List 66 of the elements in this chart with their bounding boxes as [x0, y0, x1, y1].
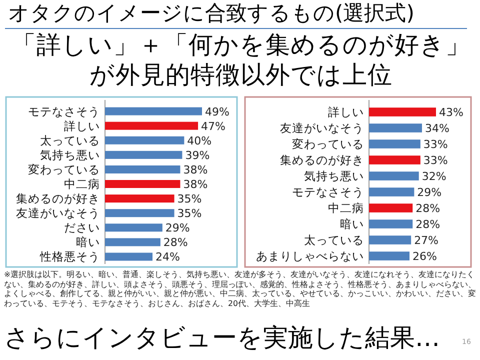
- bar: [105, 165, 180, 174]
- data-label: 29%: [165, 222, 190, 235]
- y-tick-label: 友達がいなそう: [16, 206, 100, 220]
- y-tick-label: 性格悪そう: [39, 250, 100, 264]
- y-tick-label: 変わっている: [28, 162, 100, 176]
- data-label: 29%: [417, 186, 442, 199]
- bar: [369, 252, 410, 260]
- data-label: 32%: [422, 170, 446, 183]
- bar: [369, 124, 422, 132]
- data-label: 27%: [414, 234, 439, 247]
- data-label: 43%: [439, 106, 464, 119]
- data-label: 38%: [183, 178, 208, 191]
- y-tick-label: 太っている: [40, 133, 100, 148]
- data-label: 28%: [416, 202, 440, 215]
- y-tick-label: 詳しい: [64, 118, 100, 133]
- data-label: 33%: [423, 138, 448, 151]
- y-tick-label: 太っている: [304, 233, 364, 247]
- y-tick-label: 集めるのが好き: [16, 192, 100, 206]
- bar: [369, 188, 414, 196]
- bar: [369, 172, 419, 180]
- data-label: 39%: [185, 148, 210, 162]
- y-tick-label: 暗い: [340, 217, 364, 231]
- y-tick-label: ださい: [64, 220, 100, 235]
- bar: [105, 238, 160, 246]
- y-tick-label: 集めるのが好き: [280, 153, 364, 167]
- text: さらにインタビューを実施した結果…: [4, 322, 440, 354]
- data-label: 35%: [177, 192, 202, 206]
- bar: [369, 220, 413, 228]
- bar: [105, 150, 182, 159]
- bar: [369, 156, 420, 164]
- y-tick-label: 暗い: [76, 235, 100, 250]
- y-tick-label: あまりしゃべらない: [256, 249, 364, 263]
- data-label: 49%: [205, 105, 230, 118]
- bar: [105, 224, 162, 232]
- data-label: 28%: [416, 218, 440, 231]
- data-label: 33%: [423, 154, 448, 167]
- chart-title: オタクのイメージに合致するもの(選択式): [8, 0, 416, 26]
- bar: [105, 180, 180, 188]
- data-label: 26%: [412, 250, 437, 263]
- y-tick-label: 気持ち悪い: [40, 148, 100, 162]
- y-tick-label: モテなさそう: [28, 104, 100, 118]
- data-label: 38%: [183, 163, 208, 176]
- bar: [369, 108, 436, 116]
- data-label: 40%: [187, 134, 212, 148]
- bar: [369, 204, 413, 212]
- bar: [105, 107, 202, 116]
- chart-subtitle: 「詳しい」＋「何かを集めるのが好き」が外見的特徴以外では上位: [10, 30, 472, 90]
- bar: [105, 194, 174, 203]
- y-tick-label: 気持ち悪い: [304, 169, 364, 183]
- data-label: 47%: [201, 120, 226, 133]
- data-label: 34%: [424, 122, 450, 135]
- y-tick-label: モテなさそう: [292, 185, 364, 199]
- y-tick-label: 中二病: [64, 177, 100, 191]
- bar: [105, 136, 184, 144]
- bar: [369, 140, 420, 148]
- data-label: 24%: [156, 250, 180, 264]
- y-tick-label: 中二病: [328, 201, 364, 215]
- bar: [105, 209, 174, 218]
- data-label: 35%: [177, 207, 202, 220]
- bar: [105, 252, 153, 261]
- data-label: 28%: [163, 236, 188, 250]
- bar: [369, 236, 412, 244]
- y-tick-label: 友達がいなそう: [280, 121, 364, 135]
- y-tick-label: 詳しい: [328, 105, 364, 119]
- bar: [105, 122, 198, 130]
- y-tick-label: 変わっている: [292, 137, 364, 151]
